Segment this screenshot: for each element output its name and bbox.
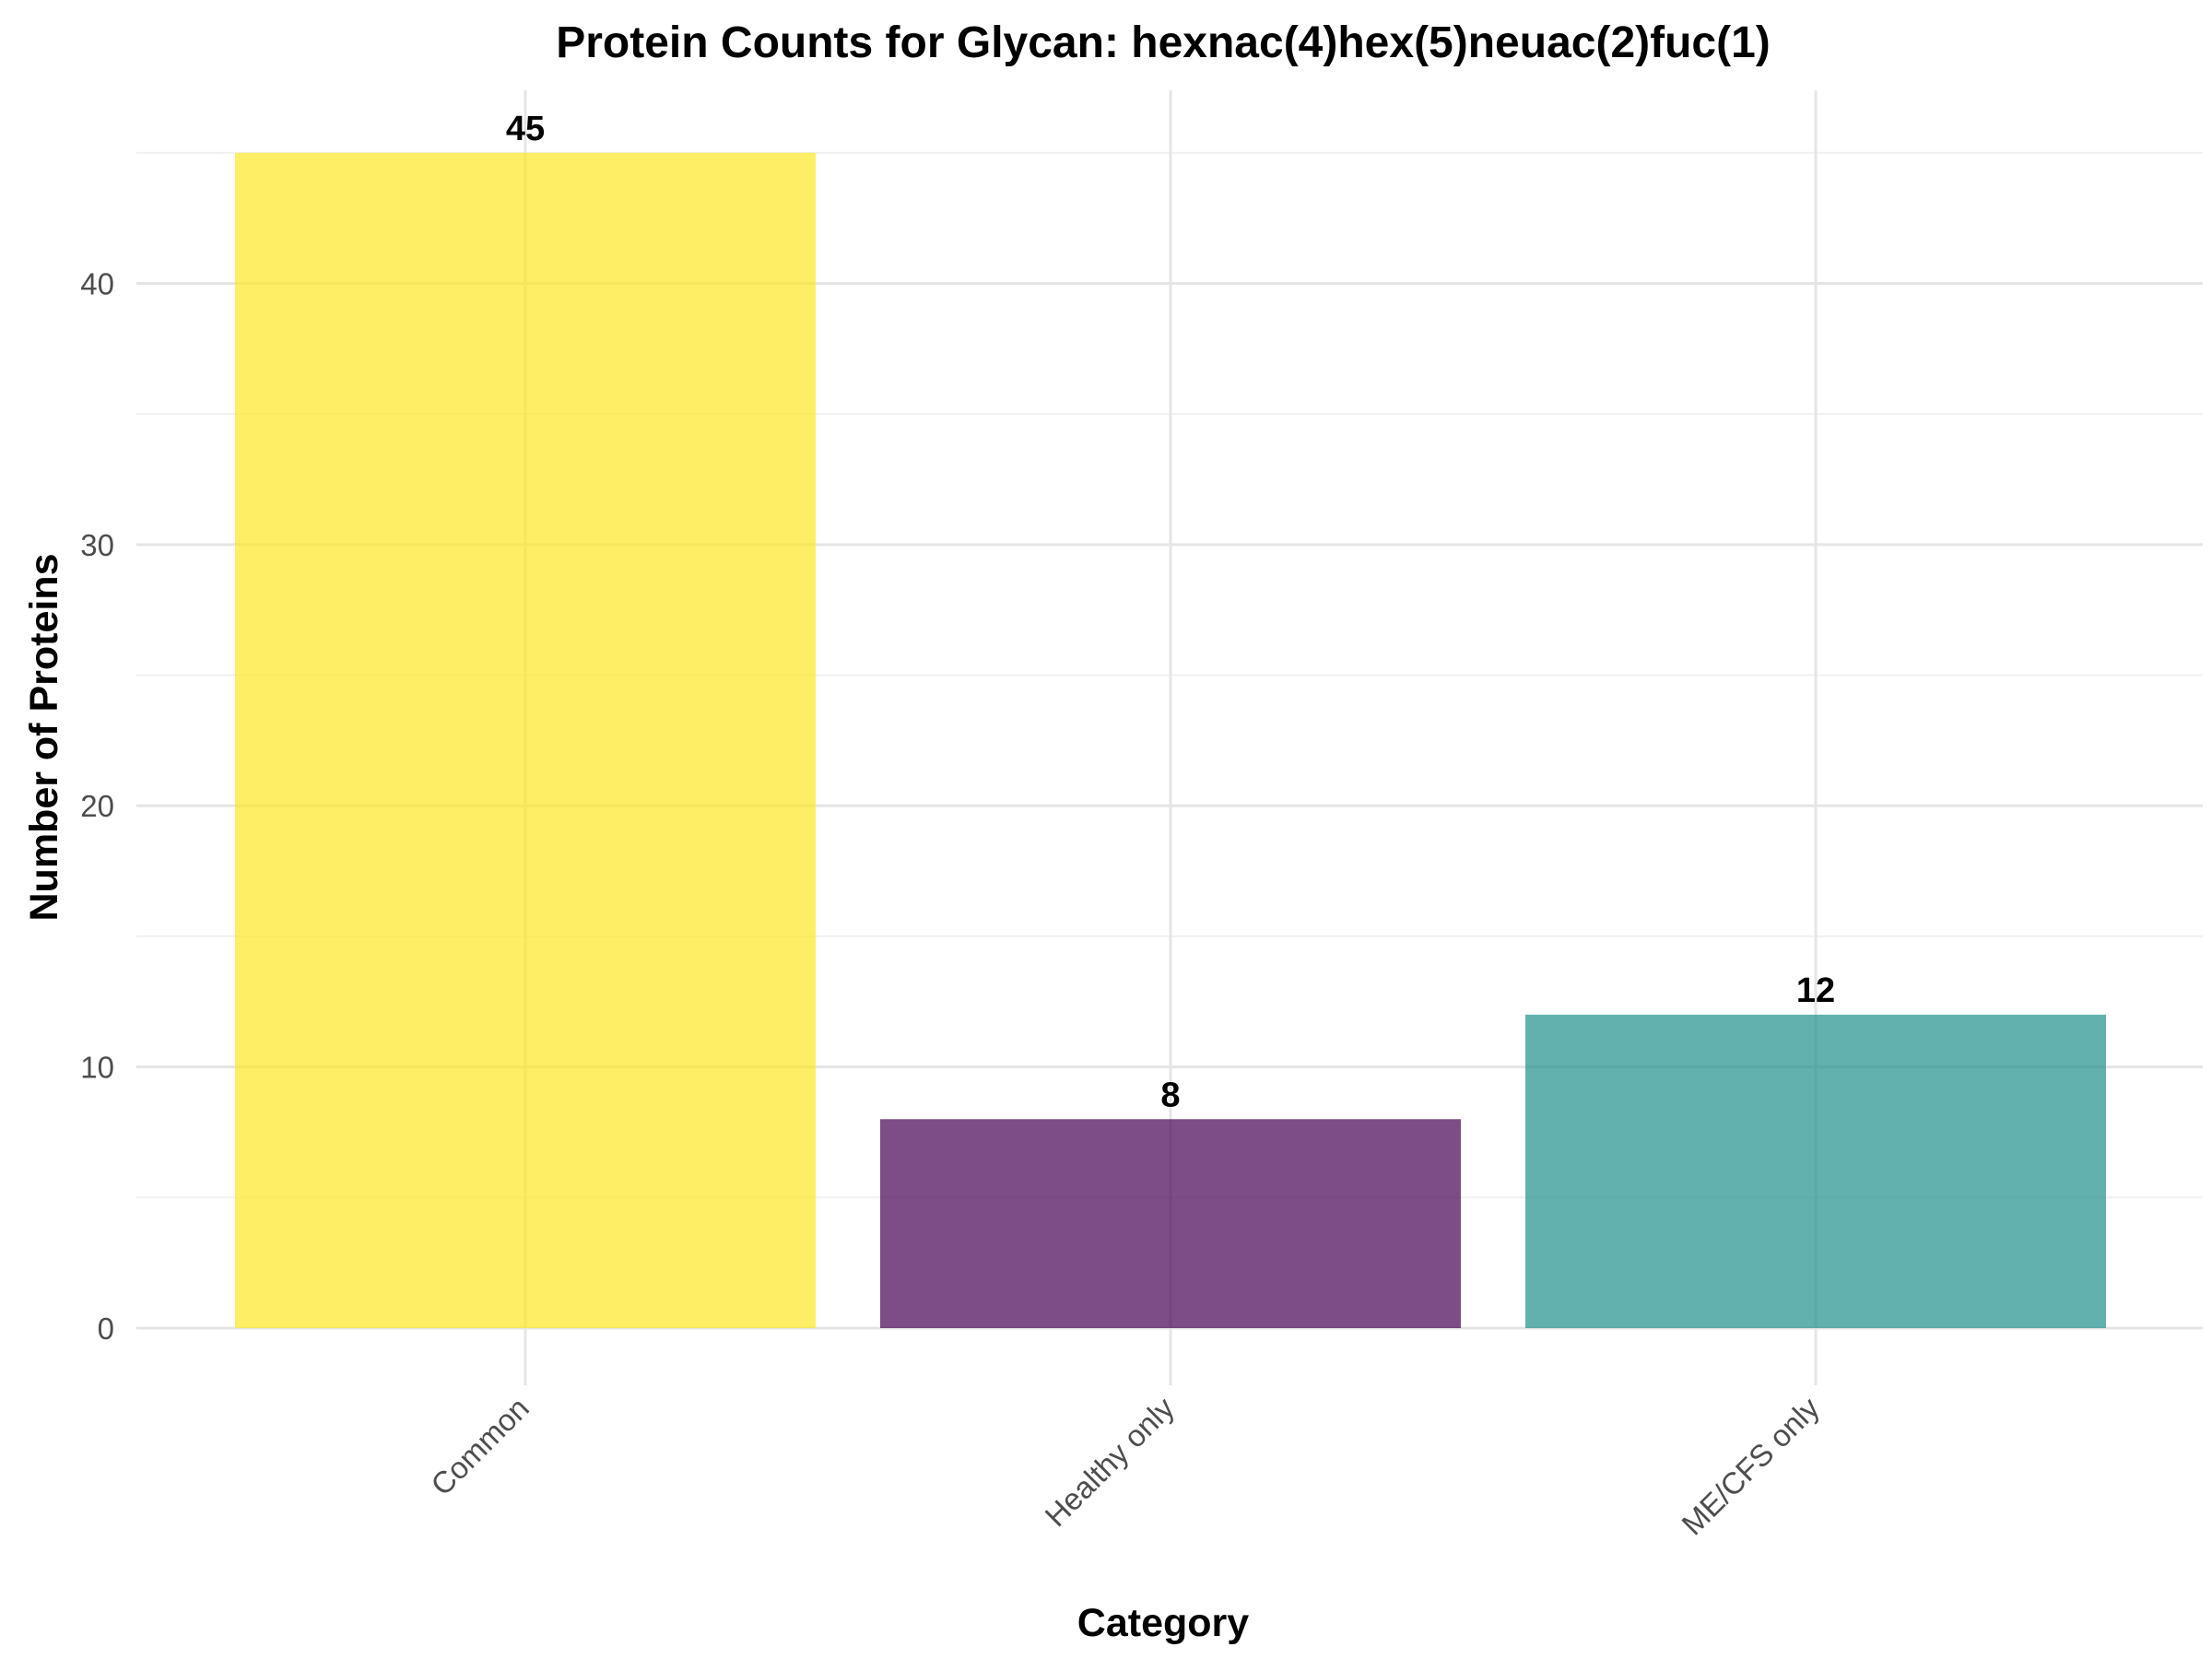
x-axis-ticks: Common Healthy only ME/CFS only [424,1390,1826,1541]
x-tick-label: Healthy only [1038,1390,1181,1533]
y-tick-label: 10 [80,1051,114,1085]
y-axis-ticks: 0 10 20 30 40 [80,266,114,1346]
bar-common [235,152,816,1328]
bars [235,152,2106,1328]
x-axis-title: Category [1077,1601,1249,1645]
y-tick-label: 30 [80,528,114,562]
data-labels: 45 8 12 [506,110,1835,1115]
bar-value-label: 45 [506,110,545,148]
bar-value-label: 12 [1796,971,1835,1010]
x-tick-label: Common [424,1391,535,1502]
chart-title: Protein Counts for Glycan: hexnac(4)hex(… [556,18,1771,67]
y-axis-title: Number of Proteins [22,554,66,922]
bar-healthy-only [880,1119,1461,1328]
bar-value-label: 8 [1160,1076,1180,1114]
y-tick-label: 20 [80,789,114,823]
y-tick-label: 40 [80,266,114,300]
x-tick-label: ME/CFS only [1675,1390,1826,1541]
y-tick-label: 0 [98,1312,114,1346]
bar-me-cfs-only [1525,1014,2106,1328]
